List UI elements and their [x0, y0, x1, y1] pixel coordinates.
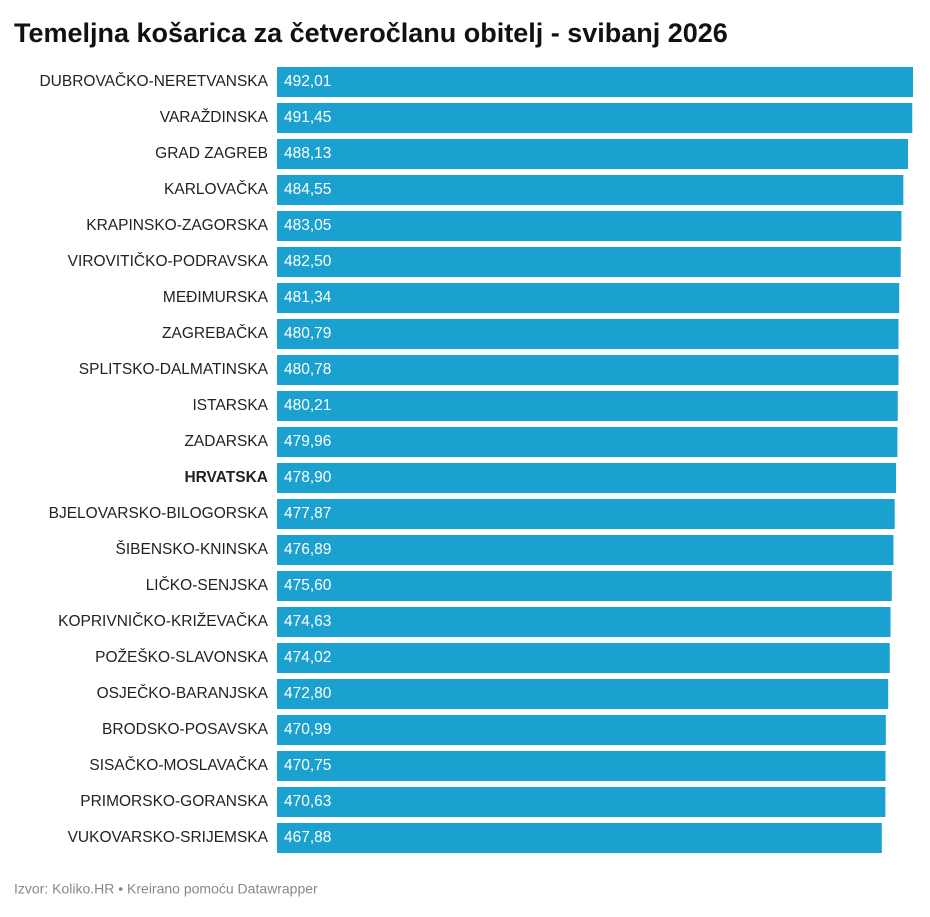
category-label: ŠIBENSKO-KNINSKA	[116, 541, 269, 558]
category-label: ZAGREBAČKA	[162, 325, 269, 342]
source-note: Izvor: Koliko.HR • Kreirano pomoću Dataw…	[14, 881, 318, 897]
bar	[277, 751, 886, 781]
bar	[277, 283, 900, 313]
value-label: 474,63	[284, 613, 331, 630]
value-label: 483,05	[284, 217, 331, 234]
category-label: KRAPINSKO-ZAGORSKA	[86, 217, 268, 234]
value-label: 480,21	[284, 397, 331, 414]
value-label: 474,02	[284, 649, 331, 666]
category-label: PRIMORSKO-GORANSKA	[80, 793, 268, 810]
bar	[277, 211, 902, 241]
bar	[277, 571, 892, 601]
bar	[277, 427, 898, 457]
value-label: 478,90	[284, 469, 332, 486]
value-label: 482,50	[284, 253, 332, 270]
bar	[277, 247, 901, 277]
bar	[277, 175, 904, 205]
category-label: VIROVITIČKO-PODRAVSKA	[68, 253, 269, 270]
category-label: HRVATSKA	[184, 469, 268, 486]
value-label: 480,79	[284, 325, 331, 342]
value-label: 488,13	[284, 145, 331, 162]
bar	[277, 67, 913, 97]
bar	[277, 463, 897, 493]
value-label: 492,01	[284, 73, 331, 90]
value-label: 491,45	[284, 109, 331, 126]
category-label: OSJEČKO-BARANJSKA	[97, 685, 269, 702]
bar	[277, 607, 891, 637]
category-label: POŽEŠKO-SLAVONSKA	[95, 649, 269, 666]
bar	[277, 355, 899, 385]
value-label: 470,63	[284, 793, 331, 810]
value-label: 467,88	[284, 829, 331, 846]
bar	[277, 103, 913, 133]
category-label: GRAD ZAGREB	[155, 145, 268, 162]
category-label: KOPRIVNIČKO-KRIŽEVAČKA	[58, 613, 269, 630]
value-label: 477,87	[284, 505, 331, 522]
category-label: SISAČKO-MOSLAVAČKA	[89, 757, 268, 774]
value-label: 479,96	[284, 433, 331, 450]
category-label: SPLITSKO-DALMATINSKA	[79, 361, 269, 378]
bar	[277, 679, 889, 709]
bar	[277, 715, 886, 745]
bar	[277, 319, 899, 349]
bar	[277, 787, 886, 817]
category-label: BJELOVARSKO-BILOGORSKA	[49, 505, 269, 522]
category-label: LIČKO-SENJSKA	[146, 577, 269, 594]
bar	[277, 139, 908, 169]
category-label: DUBROVAČKO-NERETVANSKA	[39, 73, 268, 90]
category-label: ISTARSKA	[192, 397, 268, 414]
value-label: 472,80	[284, 685, 332, 702]
bar	[277, 391, 898, 421]
value-label: 484,55	[284, 181, 331, 198]
category-label: MEĐIMURSKA	[163, 289, 269, 306]
category-label: VUKOVARSKO-SRIJEMSKA	[68, 829, 269, 846]
bar	[277, 823, 882, 853]
chart-title: Temeljna košarica za četveročlanu obitel…	[14, 18, 728, 48]
value-label: 476,89	[284, 541, 331, 558]
bar	[277, 643, 890, 673]
category-label: KARLOVAČKA	[164, 181, 269, 198]
category-label: ZADARSKA	[184, 433, 268, 450]
category-label: BRODSKO-POSAVSKA	[102, 721, 269, 738]
value-label: 480,78	[284, 361, 331, 378]
value-label: 470,99	[284, 721, 331, 738]
bar	[277, 499, 895, 529]
category-label: VARAŽDINSKA	[160, 109, 269, 126]
bar	[277, 535, 894, 565]
value-label: 481,34	[284, 289, 332, 306]
value-label: 475,60	[284, 577, 332, 594]
value-label: 470,75	[284, 757, 331, 774]
